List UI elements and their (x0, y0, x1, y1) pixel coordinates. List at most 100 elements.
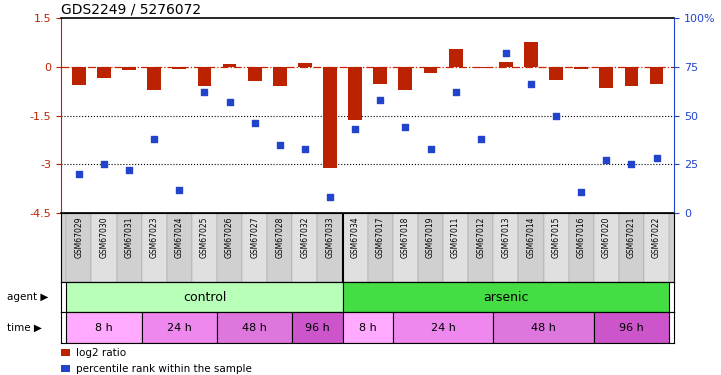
Text: GDS2249 / 5276072: GDS2249 / 5276072 (61, 3, 201, 17)
Point (626, 161, 637, 167)
Text: GSM67020: GSM67020 (602, 216, 611, 258)
Bar (298, 63, 311, 67)
Bar (217, 312, 292, 343)
Bar (424, 67, 438, 73)
Bar (117, 213, 141, 282)
Bar (474, 67, 487, 68)
Bar (575, 67, 588, 69)
Text: GSM67012: GSM67012 (477, 216, 485, 258)
Bar (524, 42, 538, 67)
Bar (223, 64, 236, 67)
Point (98, 161, 110, 167)
Bar (248, 67, 262, 81)
Text: GSM67015: GSM67015 (552, 216, 561, 258)
Point (274, 142, 286, 148)
Text: 48 h: 48 h (242, 323, 267, 333)
Text: GSM67034: GSM67034 (350, 216, 360, 258)
Bar (217, 213, 242, 282)
Text: GSM67028: GSM67028 (275, 216, 284, 258)
Text: GSM67017: GSM67017 (376, 216, 385, 258)
Bar (569, 213, 594, 282)
Text: 48 h: 48 h (531, 323, 556, 333)
Text: GSM67022: GSM67022 (652, 216, 661, 258)
Bar (650, 67, 663, 84)
Point (525, 81, 536, 87)
Bar (292, 312, 342, 343)
Bar (468, 213, 493, 282)
Bar (619, 213, 644, 282)
Text: GSM67013: GSM67013 (501, 216, 510, 258)
Bar (493, 213, 518, 282)
Point (575, 189, 587, 195)
Bar (147, 67, 161, 90)
Bar (448, 49, 463, 67)
Bar (172, 67, 186, 69)
Point (299, 146, 311, 152)
Text: GSM67026: GSM67026 (225, 216, 234, 258)
Bar (323, 67, 337, 168)
Text: GSM67014: GSM67014 (526, 216, 536, 258)
Text: GSM67027: GSM67027 (250, 216, 259, 258)
Bar (399, 67, 412, 90)
Bar (518, 213, 544, 282)
Bar (72, 67, 86, 85)
Point (174, 187, 185, 193)
Text: GSM67021: GSM67021 (627, 216, 636, 258)
Bar (594, 213, 619, 282)
Bar (393, 213, 418, 282)
Bar (198, 67, 211, 86)
Bar (644, 213, 669, 282)
Bar (97, 67, 111, 78)
Bar (92, 213, 117, 282)
Point (199, 89, 211, 95)
Bar (493, 312, 594, 343)
Text: GSM67025: GSM67025 (200, 216, 209, 258)
Point (374, 97, 386, 103)
Point (651, 155, 663, 161)
Bar (443, 213, 468, 282)
Text: GSM67031: GSM67031 (125, 216, 133, 258)
Bar (273, 67, 287, 86)
Text: GSM67011: GSM67011 (451, 216, 460, 258)
Text: arsenic: arsenic (483, 291, 528, 304)
Point (450, 89, 461, 95)
Point (149, 136, 160, 142)
Bar (342, 312, 393, 343)
Text: 96 h: 96 h (619, 323, 644, 333)
Bar (499, 62, 513, 67)
Text: 8 h: 8 h (359, 323, 376, 333)
Bar (242, 213, 267, 282)
Text: percentile rank within the sample: percentile rank within the sample (76, 364, 252, 374)
Bar (549, 67, 563, 80)
Text: agent ▶: agent ▶ (7, 292, 48, 302)
Point (249, 120, 260, 126)
Point (500, 50, 512, 56)
Point (224, 99, 235, 105)
Point (425, 146, 436, 152)
Text: GSM67030: GSM67030 (99, 216, 108, 258)
Bar (348, 67, 362, 120)
Point (123, 167, 135, 173)
Bar (368, 213, 393, 282)
Text: GSM67016: GSM67016 (577, 216, 585, 258)
Text: log2 ratio: log2 ratio (76, 348, 126, 358)
Bar (594, 312, 669, 343)
Bar (544, 213, 569, 282)
Point (350, 126, 361, 132)
Bar (624, 67, 638, 86)
Text: GSM67032: GSM67032 (301, 216, 309, 258)
Bar (292, 213, 317, 282)
Point (475, 136, 487, 142)
Bar (66, 213, 92, 282)
Bar (373, 67, 387, 84)
Text: GSM67019: GSM67019 (426, 216, 435, 258)
Point (73, 171, 84, 177)
Bar (267, 213, 292, 282)
Point (324, 194, 336, 200)
Bar (599, 67, 614, 88)
Bar (167, 213, 192, 282)
Text: time ▶: time ▶ (7, 323, 42, 333)
Point (550, 112, 562, 118)
Bar (141, 312, 217, 343)
Point (399, 124, 411, 130)
